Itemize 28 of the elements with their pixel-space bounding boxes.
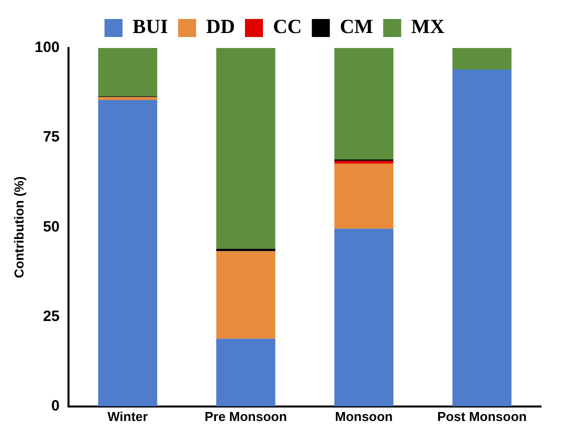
y-tick-label: 50 [42, 218, 60, 236]
bar [452, 70, 512, 406]
x-tick-label: Post Monsoon [437, 408, 527, 424]
bar [334, 160, 394, 164]
bar [98, 100, 158, 406]
x-tick-label: Winter [108, 408, 148, 424]
bar [216, 251, 276, 339]
y-axis-title: Contribution (%) [11, 176, 26, 278]
x-tick-label: Pre Monsoon [204, 408, 287, 424]
y-tick-label: 100 [34, 39, 60, 56]
legend-label: CC [272, 16, 302, 38]
legend-label: MX [411, 16, 446, 38]
bar [334, 228, 394, 406]
bar [452, 48, 512, 70]
bar [216, 248, 276, 252]
bar [334, 48, 394, 160]
bar [216, 48, 276, 249]
x-tick-label: Monsoon [334, 408, 393, 424]
bar [98, 48, 158, 96]
legend-label: CM [340, 16, 374, 38]
bar [98, 97, 158, 100]
y-tick-label: 75 [42, 128, 60, 146]
bar [216, 338, 276, 406]
legend-label: BUI [132, 16, 168, 38]
bar [334, 164, 394, 229]
y-tick-label: 25 [42, 308, 60, 325]
legend-label: DD [206, 16, 235, 38]
y-tick-label: 0 [51, 398, 60, 415]
